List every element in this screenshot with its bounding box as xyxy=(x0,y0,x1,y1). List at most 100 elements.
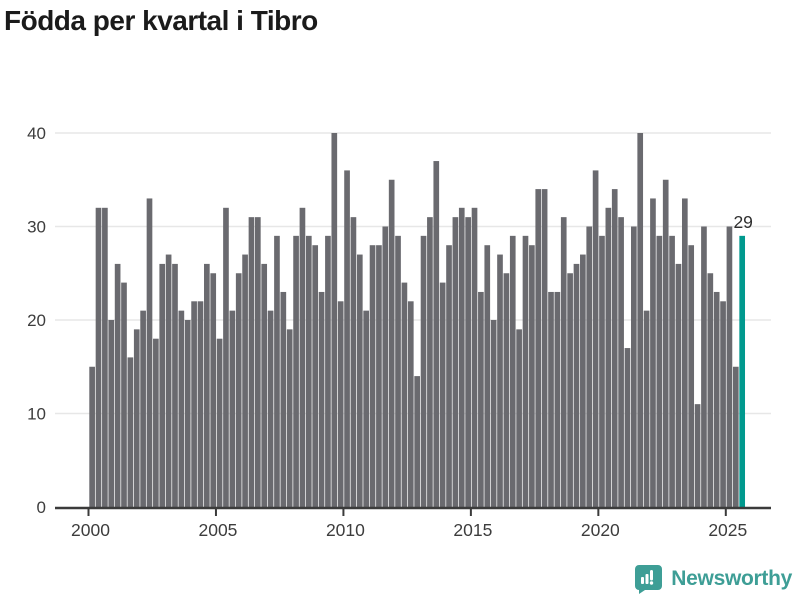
bar-quarter-67 xyxy=(516,329,522,507)
bar-quarter-54 xyxy=(433,161,440,508)
bar-latest-quarter xyxy=(739,235,746,507)
bar-quarter-69 xyxy=(529,245,535,507)
bar-quarter-88 xyxy=(650,198,656,507)
bar-quarter-56 xyxy=(446,245,452,507)
bar-quarter-70 xyxy=(535,189,542,507)
bar-quarter-93 xyxy=(681,198,688,507)
x-axis-label-2025: 2025 xyxy=(708,520,747,540)
bar-quarter-75 xyxy=(567,273,573,507)
bar-quarter-4 xyxy=(114,263,121,507)
bar-quarter-59 xyxy=(465,217,471,507)
bar-quarter-63 xyxy=(490,320,497,507)
bar-quarter-90 xyxy=(662,179,669,507)
bar-quarter-99 xyxy=(720,301,726,507)
bar-quarter-89 xyxy=(656,235,663,507)
bar-quarter-97 xyxy=(707,273,714,507)
bar-quarter-49 xyxy=(401,282,408,507)
bar-quarter-14 xyxy=(178,310,185,507)
y-axis-label-0: 0 xyxy=(37,498,46,517)
bar-quarter-78 xyxy=(586,226,593,507)
bar-quarter-83 xyxy=(618,217,624,507)
bar-quarter-74 xyxy=(560,217,567,507)
bar-quarter-0 xyxy=(89,366,95,507)
bar-quarter-8 xyxy=(140,310,146,507)
bar-quarter-7 xyxy=(133,329,140,507)
bar-quarter-12 xyxy=(165,254,172,507)
bar-quarter-37 xyxy=(325,235,331,507)
bar-quarter-79 xyxy=(592,170,599,507)
bar-quarter-29 xyxy=(274,235,280,507)
bar-quarter-43 xyxy=(363,310,370,507)
bar-quarter-85 xyxy=(631,226,637,507)
y-axis-label-20: 20 xyxy=(27,311,46,330)
bar-quarter-71 xyxy=(541,189,548,507)
newsworthy-speech-bubble-chart-icon xyxy=(635,565,663,594)
y-axis-label-40: 40 xyxy=(27,124,46,143)
bar-quarter-6 xyxy=(127,357,134,507)
bar-quarter-44 xyxy=(369,245,376,507)
bar-quarter-62 xyxy=(484,245,491,507)
x-axis-label-2020: 2020 xyxy=(581,520,620,540)
bar-quarter-11 xyxy=(159,263,166,507)
x-axis-label-2010: 2010 xyxy=(326,520,365,540)
bar-quarter-82 xyxy=(611,189,618,507)
latest-value-annotation: 29 xyxy=(733,212,752,232)
bar-quarter-94 xyxy=(688,245,695,507)
bar-quarter-40 xyxy=(344,170,350,507)
bar-quarter-39 xyxy=(337,301,344,507)
bar-quarter-2 xyxy=(102,207,108,508)
bar-quarter-42 xyxy=(356,254,363,507)
bar-quarter-28 xyxy=(267,310,274,507)
y-axis-label-30: 30 xyxy=(27,218,46,237)
bar-quarter-100 xyxy=(726,226,733,507)
chart-title: Födda per kvartal i Tibro xyxy=(4,5,318,36)
bar-quarter-38 xyxy=(331,133,338,507)
bar-quarter-60 xyxy=(471,207,478,508)
bar-quarter-46 xyxy=(382,226,389,507)
bar-quarter-73 xyxy=(554,291,561,507)
bar-quarter-35 xyxy=(312,245,319,507)
bar-quarter-95 xyxy=(694,404,701,507)
bar-quarter-53 xyxy=(427,217,433,507)
bar-quarter-80 xyxy=(599,235,605,507)
bar-quarter-15 xyxy=(184,320,191,507)
newsworthy-logo: Newsworthy xyxy=(634,564,792,594)
bar-quarter-52 xyxy=(420,235,427,507)
bar-quarter-47 xyxy=(388,179,395,507)
bar-quarter-26 xyxy=(255,217,261,507)
bar-quarter-13 xyxy=(172,263,178,507)
bar-quarter-64 xyxy=(497,254,503,507)
bar-quarter-76 xyxy=(573,263,580,507)
bar-quarter-3 xyxy=(108,320,115,507)
bar-quarter-24 xyxy=(242,254,248,507)
bar-quarter-55 xyxy=(439,282,446,507)
bar-quarter-36 xyxy=(318,291,325,507)
bar-quarter-68 xyxy=(522,235,529,507)
bar-quarter-5 xyxy=(121,282,127,507)
bar-quarter-86 xyxy=(637,133,644,507)
bar-quarter-17 xyxy=(197,301,204,507)
bar-quarter-51 xyxy=(414,376,420,507)
brand-name: Newsworthy xyxy=(671,567,792,590)
bar-quarter-25 xyxy=(248,217,255,507)
y-axis-label-10: 10 xyxy=(27,405,46,424)
bar-quarter-27 xyxy=(261,263,268,507)
bar-quarter-91 xyxy=(669,235,675,507)
x-axis-label-2005: 2005 xyxy=(198,520,237,540)
bar-quarter-72 xyxy=(548,291,554,507)
bar-quarter-33 xyxy=(299,207,306,508)
bar-quarter-18 xyxy=(204,263,210,507)
bar-quarter-87 xyxy=(643,310,650,507)
bar-quarter-41 xyxy=(350,217,357,507)
bar-quarter-77 xyxy=(580,254,586,507)
bar-quarter-30 xyxy=(280,291,287,507)
bar-quarter-1 xyxy=(95,207,102,508)
bar-quarter-57 xyxy=(452,217,459,507)
bar-quarter-96 xyxy=(701,226,707,507)
bar-quarter-92 xyxy=(675,263,682,507)
bar-quarter-20 xyxy=(216,338,223,507)
bar-quarter-84 xyxy=(624,348,631,507)
bar-quarter-81 xyxy=(605,207,612,508)
